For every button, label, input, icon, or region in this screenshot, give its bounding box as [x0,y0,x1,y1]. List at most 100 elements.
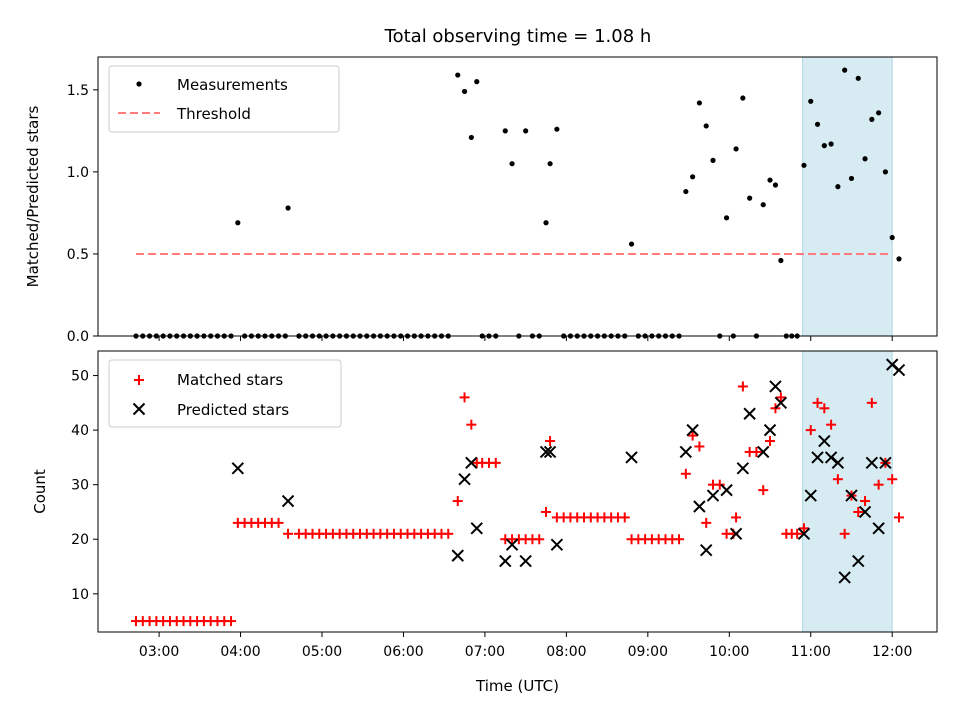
chart-title: Total observing time = 1.08 h [384,26,652,47]
y-tick-label: 1.0 [67,165,89,181]
legend-matched-label: Matched stars [177,371,283,389]
matched-star-point [443,528,454,539]
legend-threshold-label: Threshold [176,105,251,123]
measurement-point [821,143,827,149]
legend-measurements-marker [136,81,142,87]
measurement-point [740,95,746,101]
measurement-point [862,156,868,162]
matched-star-point [714,479,725,490]
predicted-star-point [539,445,553,459]
predicted-stars-points [231,358,906,584]
bottom-axes-frame [97,350,938,633]
matched-star-point [680,468,691,479]
matched-star-point [466,419,477,430]
matched-star-point [853,506,864,517]
matched-star-point [541,506,552,517]
x-tick-label: 10:00 [709,644,749,660]
measurement-point [760,202,766,208]
measurement-point [554,126,560,132]
x-tick-label: 03:00 [139,644,179,660]
x-tick-label: 09:00 [628,644,668,660]
measurement-point [747,195,753,201]
matched-star-point [534,534,545,545]
legend-measurements-label: Measurements [177,76,288,94]
legend-matched-marker [134,375,144,385]
bottom-legend: Matched stars Predicted stars [108,359,342,428]
x-tick-label: 11:00 [791,644,831,660]
matched-star-point [893,512,904,523]
measurement-point [523,128,529,134]
measurement-point [710,157,716,163]
measurement-point [772,182,779,188]
predicted-star-point [872,522,885,535]
predicted-star-point [720,483,733,497]
predicted-star-point [505,538,519,551]
predicted-star-point [845,489,858,502]
matched-star-point [866,397,877,408]
top-axes-frame [97,56,938,337]
predicted-star-point [686,423,699,437]
legend-predicted-marker [132,402,146,416]
matched-star-point [731,512,742,523]
y-tick-label: 30 [71,478,89,494]
matched-star-point [819,403,830,414]
measurement-point [628,241,635,247]
measurement-point [543,220,549,226]
measurement-point [690,174,696,180]
x-tick-label: 06:00 [383,644,423,660]
predicted-star-point [550,538,564,551]
predicted-star-point [281,494,295,508]
measurement-point [235,220,241,226]
matched-star-point [765,436,776,447]
predicted-star-point [797,527,811,540]
matched-star-point [701,517,712,528]
predicted-star-point [465,456,478,470]
predicted-star-point [831,456,845,470]
predicted-star-point [769,380,782,393]
bottom-legend-box [108,359,342,428]
bottom-y-ticks: 10 20 30 40 50 [71,369,98,603]
matched-star-point [775,392,786,403]
predicted-star-point [757,445,770,459]
x-tick-label: 05:00 [302,644,342,660]
matched-star-point [545,436,556,447]
measurement-point [509,161,515,167]
predicted-star-point [852,554,865,568]
predicted-star-point [231,462,245,475]
top-legend: Measurements Threshold [108,65,340,133]
y-tick-label: 20 [71,532,89,548]
matched-star-point [758,485,769,496]
predicted-star-point [736,462,750,475]
predicted-star-point [625,451,638,464]
matched-star-point [273,517,284,528]
matched-star-point [674,534,685,545]
predicted-star-point [818,434,831,448]
top-x-ticks [158,336,893,341]
matched-star-point [751,446,762,457]
measurement-point [842,67,848,73]
top-y-ticks: 0.0 0.5 1.0 1.5 [67,83,98,345]
predicted-star-point [879,456,892,470]
y-tick-label: 0.0 [67,329,89,345]
measurement-point [876,110,882,116]
predicted-star-point [858,505,872,519]
measurement-point [808,98,814,104]
y-tick-label: 50 [71,369,89,385]
measurement-point [468,134,474,141]
matched-star-point [792,528,803,539]
matched-star-point [812,397,823,408]
predicted-star-point [865,456,879,470]
matched-star-point [737,381,748,392]
predicted-star-point [706,489,720,502]
matched-star-point [798,523,809,534]
measurement-point [835,184,841,190]
matched-star-point [826,419,837,430]
predicted-star-point [693,500,706,513]
measurement-point [723,215,730,221]
predicted-star-point [763,423,777,437]
matched-star-point [832,474,843,485]
legend-x-glyph [132,402,146,416]
measurement-point [502,128,508,134]
predicted-star-point [774,396,788,410]
